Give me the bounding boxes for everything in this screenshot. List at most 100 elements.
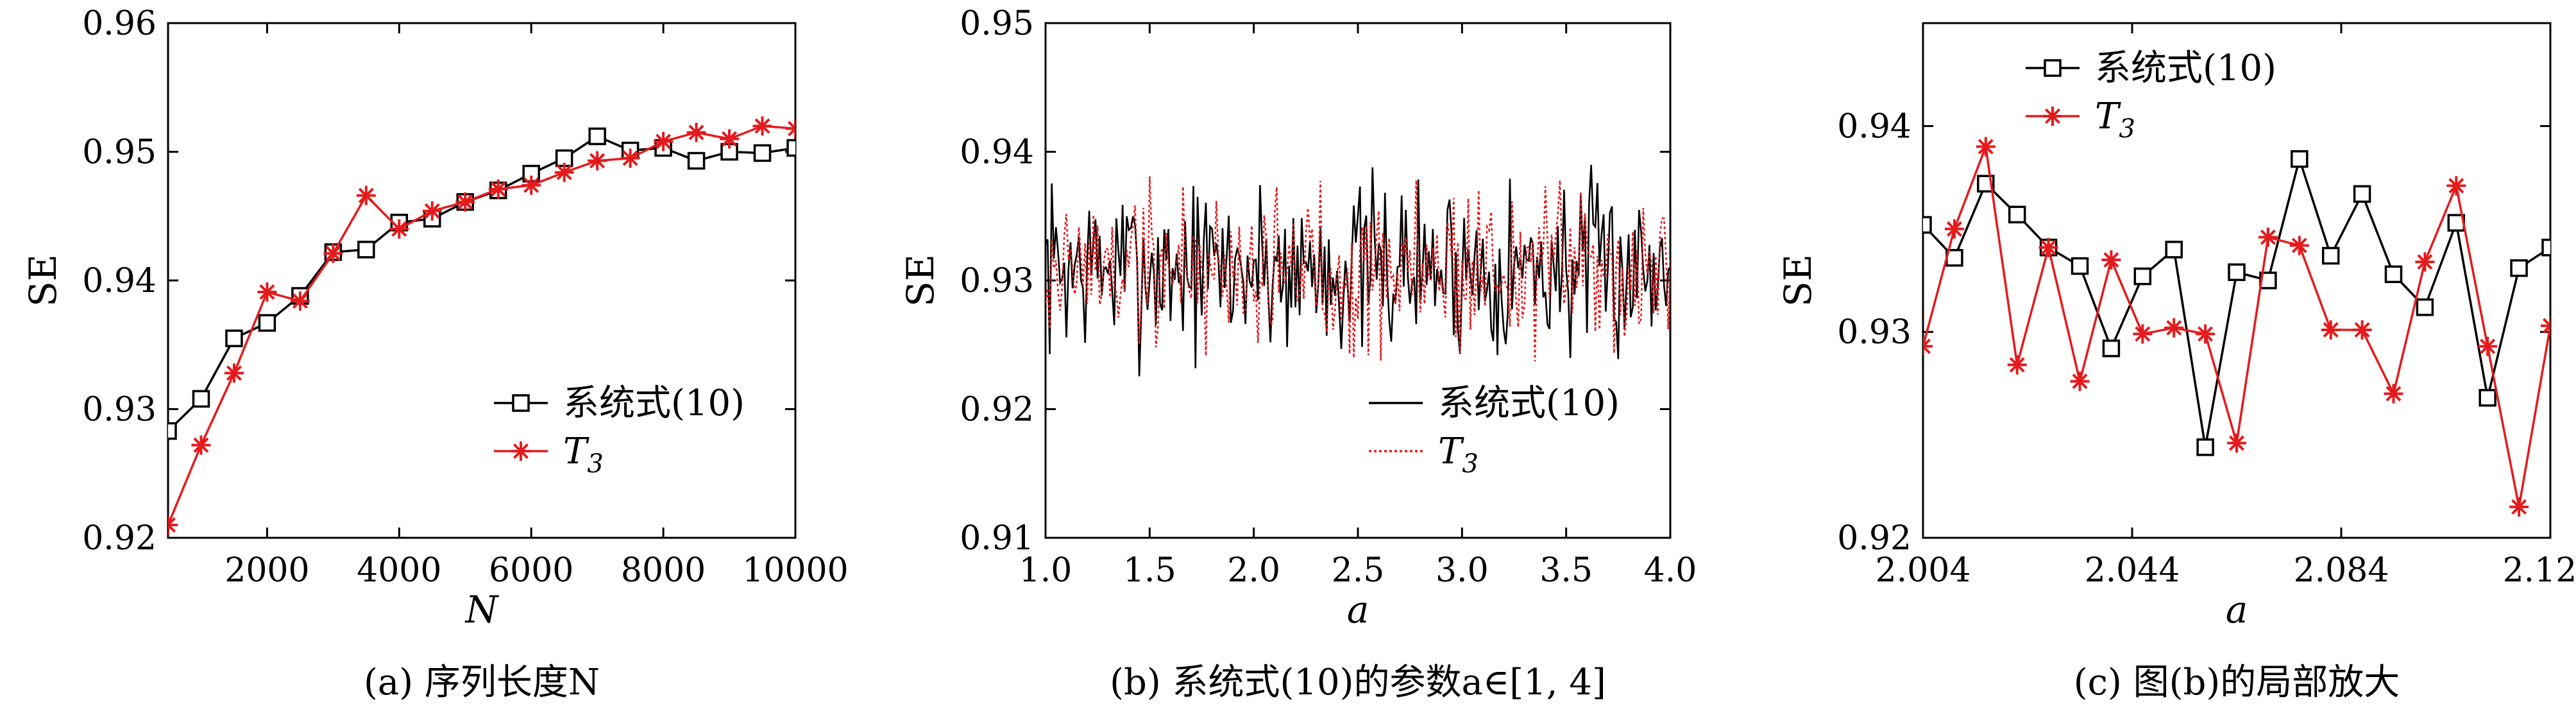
data-point — [1944, 219, 1964, 239]
data-point — [2164, 318, 2184, 338]
chart-panel-a: 0.92 0.93 0.94 0.95 0.96 2000 4000 6000 8000 1000… — [21, 4, 849, 703]
figure-caption: (b) 系统式(10)的参数a∈[1, 4] — [1110, 662, 1606, 703]
data-point — [2101, 250, 2121, 270]
data-point — [2228, 263, 2246, 281]
data-point — [1923, 216, 1932, 234]
x-tick-label: 4.0 — [1644, 551, 1697, 590]
data-point — [2352, 320, 2372, 339]
plot-area — [168, 116, 795, 535]
plot-frame — [167, 22, 797, 539]
plot-frame — [1044, 22, 1672, 539]
legend-marker — [2043, 107, 2062, 126]
data-point — [2509, 497, 2529, 517]
legend-entry-subscript: 3 — [2119, 114, 2135, 144]
y-tick-label: 0.91 — [960, 519, 1034, 558]
data-point — [389, 219, 409, 239]
data-point — [224, 363, 244, 383]
data-point — [2007, 355, 2027, 375]
legend-entry-main: T — [2095, 96, 2121, 137]
data-point — [786, 119, 795, 139]
data-point — [357, 241, 375, 259]
x-axis-label: N — [464, 588, 500, 631]
y-axis-label: SE — [1776, 254, 1820, 307]
x-tick-label: 1.0 — [1019, 551, 1072, 590]
data-point — [2227, 433, 2246, 453]
data-point — [1923, 336, 1933, 356]
legend-entry: T3 — [1438, 431, 1479, 479]
series-line-2 — [1923, 142, 2550, 508]
data-point — [786, 139, 795, 157]
data-point — [2071, 257, 2089, 275]
data-point — [2070, 372, 2090, 391]
plot-frame — [1922, 22, 2552, 539]
y-tick-label: 0.92 — [82, 519, 157, 558]
legend-entry: T3 — [563, 431, 604, 479]
plot-area — [1923, 137, 2550, 517]
chart-panel-b: 0.91 0.92 0.93 0.94 0.95 1.0 1.5 2.0 2.5 3.0 3.5 4.… — [899, 4, 1697, 703]
data-point — [588, 127, 606, 146]
series-line-1 — [1046, 164, 1670, 377]
legend: 系统式(10) T3 — [494, 382, 745, 479]
y-tick-label: 0.95 — [960, 4, 1034, 43]
data-point — [2321, 246, 2340, 265]
data-point — [168, 515, 178, 535]
data-point — [753, 144, 772, 162]
data-point — [2416, 298, 2434, 316]
legend-entry: T3 — [2095, 96, 2135, 144]
data-point — [2102, 339, 2121, 357]
x-tick-label: 6000 — [489, 551, 573, 590]
data-point — [2384, 265, 2403, 284]
data-point — [2133, 324, 2153, 344]
data-point — [1945, 248, 1963, 267]
data-point — [2510, 259, 2528, 277]
data-point — [2165, 241, 2183, 259]
x-axis-label: a — [2226, 588, 2248, 631]
legend-entry: 系统式(10) — [1438, 382, 1620, 424]
data-point — [686, 123, 706, 142]
data-point — [752, 116, 772, 136]
y-tick-label: 0.93 — [960, 262, 1034, 300]
y-tick-label: 0.92 — [1837, 519, 1911, 558]
y-axis-label: SE — [21, 254, 65, 307]
legend-entry: 系统式(10) — [2095, 47, 2276, 89]
data-point — [2038, 237, 2058, 257]
data-point — [488, 179, 508, 199]
data-point — [257, 282, 277, 302]
data-point — [2478, 336, 2498, 356]
x-tick-label: 8000 — [621, 551, 706, 590]
data-point — [225, 329, 243, 347]
data-point — [2291, 150, 2309, 168]
data-point — [191, 435, 211, 455]
figure-caption: (c) 图(b)的局部放大 — [2074, 662, 2400, 703]
x-tick-label: 4000 — [357, 551, 441, 590]
legend-entry-main: T — [563, 431, 589, 472]
plot-area — [1046, 164, 1670, 377]
data-point — [2541, 238, 2550, 257]
legend-entry-main: T — [1438, 431, 1464, 472]
data-point — [654, 132, 674, 151]
series-line-2 — [168, 125, 795, 526]
data-point — [2541, 316, 2550, 336]
data-point — [2384, 384, 2403, 404]
data-point — [290, 291, 310, 311]
data-point — [588, 151, 607, 171]
series-line-2 — [1046, 176, 1670, 362]
data-point — [356, 185, 376, 205]
figure-caption: (a) 序列长度N — [364, 662, 600, 703]
data-point — [2196, 438, 2214, 456]
data-point — [258, 314, 276, 332]
data-point — [2008, 205, 2026, 224]
data-point — [620, 148, 640, 168]
series-line-1 — [1923, 155, 2550, 448]
legend-entry: 系统式(10) — [563, 382, 745, 424]
data-point — [720, 129, 740, 149]
x-tick-label: 2.124 — [2503, 551, 2576, 590]
data-point — [323, 243, 343, 263]
data-point — [2196, 324, 2216, 344]
y-tick-label: 0.95 — [82, 133, 157, 172]
data-point — [2353, 185, 2371, 203]
x-tick-label: 2.5 — [1332, 551, 1385, 590]
data-point — [2446, 176, 2466, 196]
legend-entry-subscript: 3 — [1462, 449, 1478, 479]
y-tick-label: 0.92 — [960, 391, 1034, 429]
